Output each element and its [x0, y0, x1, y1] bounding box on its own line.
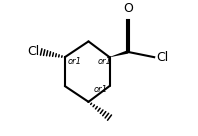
Text: or1: or1 — [94, 85, 108, 94]
Text: Cl: Cl — [27, 45, 39, 58]
Text: or1: or1 — [98, 57, 112, 66]
Text: Cl: Cl — [156, 51, 168, 64]
Polygon shape — [109, 50, 128, 57]
Text: or1: or1 — [68, 57, 82, 66]
Text: O: O — [123, 2, 133, 15]
